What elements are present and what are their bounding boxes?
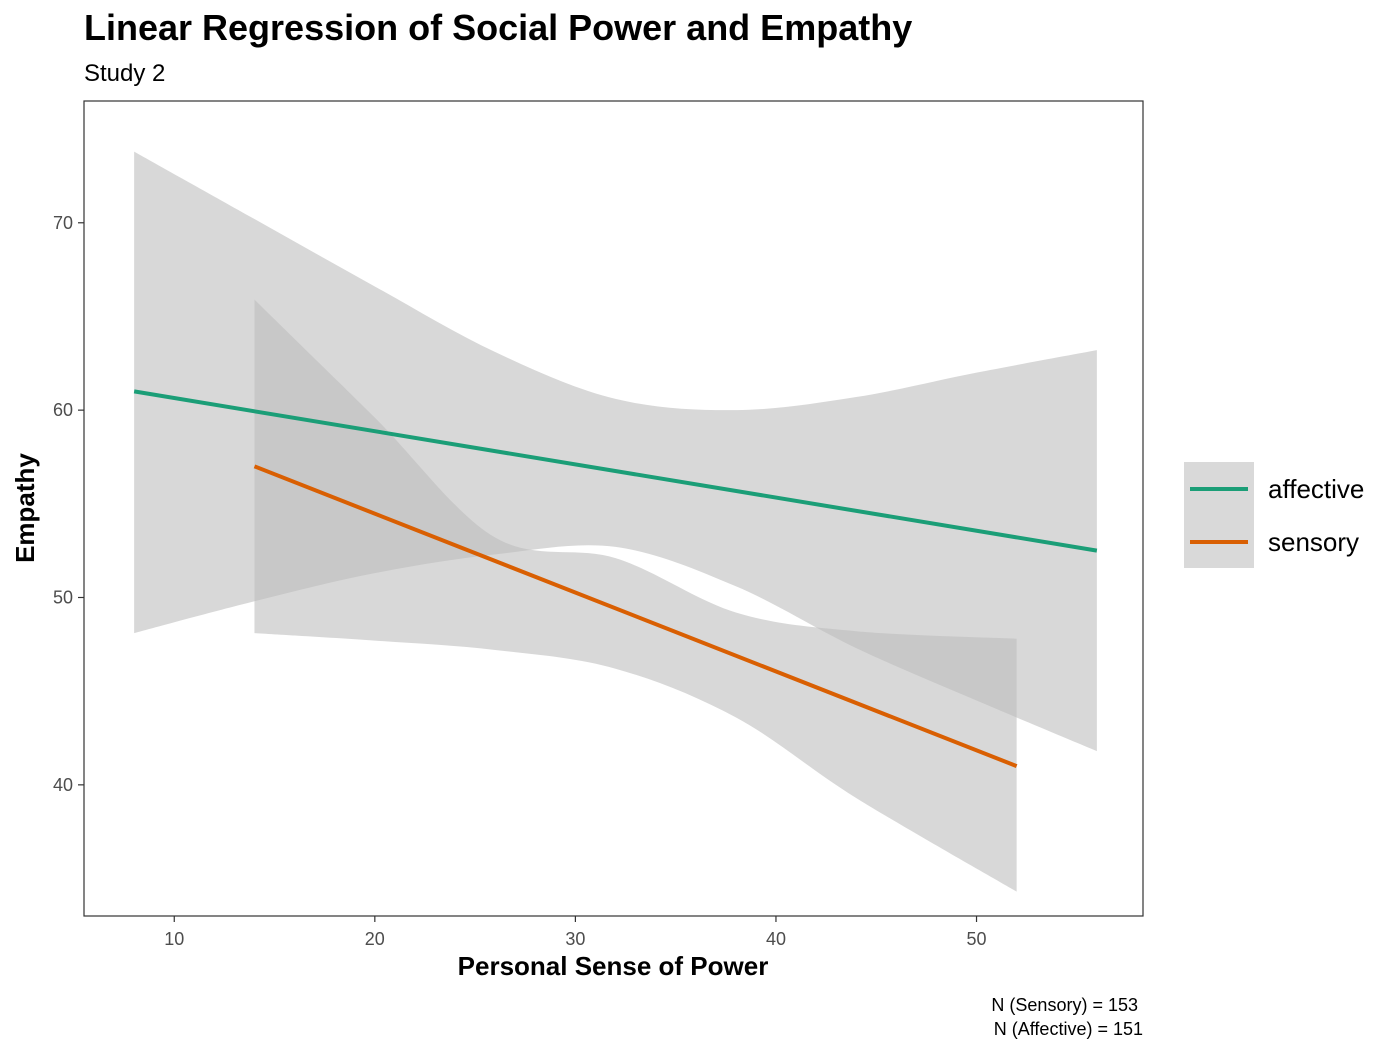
sample-size-caption: N (Sensory) = 153 N (Affective) = 151 <box>991 995 1143 1039</box>
regression-lines <box>133 389 1098 768</box>
plot-panel-border <box>83 100 1144 917</box>
x-tick-label: 50 <box>967 929 987 949</box>
x-axis: 10 20 30 40 50 <box>164 916 987 949</box>
legend-label-sensory: sensory <box>1268 527 1359 557</box>
y-tick-label: 70 <box>53 213 73 233</box>
legend-key-background <box>1184 462 1254 568</box>
y-axis-title: Empathy <box>10 453 40 563</box>
x-tick-label: 10 <box>164 929 184 949</box>
legend-label-affective: affective <box>1268 474 1364 504</box>
x-axis-title: Personal Sense of Power <box>458 951 769 981</box>
y-tick-label: 50 <box>53 587 73 607</box>
regression-line-sensory <box>253 464 1018 768</box>
x-tick-label: 20 <box>365 929 385 949</box>
caption-line-sensory: N (Sensory) = 153 <box>991 995 1138 1015</box>
caption-line-affective: N (Affective) = 151 <box>994 1019 1143 1039</box>
confidence-band-affective <box>134 151 1097 752</box>
chart-title: Linear Regression of Social Power and Em… <box>84 7 912 48</box>
confidence-bands <box>134 151 1097 892</box>
x-tick-label: 40 <box>766 929 786 949</box>
chart-subtitle: Study 2 <box>84 60 165 87</box>
legend: affective sensory <box>1184 462 1364 568</box>
y-axis: 40 50 60 70 <box>53 213 84 795</box>
x-tick-label: 30 <box>565 929 585 949</box>
y-tick-label: 40 <box>53 775 73 795</box>
regression-line-affective <box>133 389 1098 553</box>
confidence-band-sensory <box>254 299 1017 892</box>
y-tick-label: 60 <box>53 400 73 420</box>
